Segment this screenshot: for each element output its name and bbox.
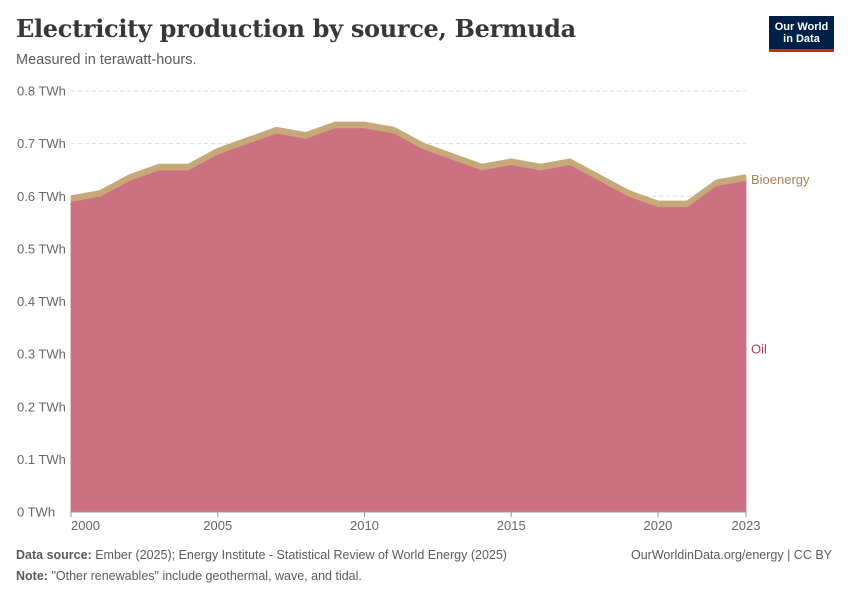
x-tick-label: 2000 [71, 518, 100, 533]
y-tick-label: 0.4 TWh [17, 294, 66, 309]
y-tick-label: 0.2 TWh [17, 399, 66, 414]
y-tick-label: 0.7 TWh [17, 136, 66, 151]
x-tick-label: 2020 [643, 518, 672, 533]
area-series-oil [70, 127, 747, 513]
x-tick-label: 2015 [497, 518, 526, 533]
data-source: Data source: Ember (2025); Energy Instit… [16, 548, 507, 562]
inline-legend: Oil Bioenergy [751, 172, 810, 357]
x-tick-label: 2010 [350, 518, 379, 533]
y-tick-label: 0.5 TWh [17, 241, 66, 256]
x-tick-label: 2023 [732, 518, 761, 533]
logo-line-2: in Data [783, 32, 820, 45]
data-source-text[interactable]: Ember (2025); Energy Institute - Statist… [95, 548, 507, 562]
axes: 0 TWh 0.1 TWh 0.2 TWh 0.3 TWh 0.4 TWh 0.5 TWh… [17, 84, 760, 534]
legend-label-bioenergy: Bioenergy [751, 172, 810, 187]
x-tick-label: 2005 [203, 518, 232, 533]
legend-label-oil: Oil [751, 341, 767, 356]
chart-title: Electricity production by source, Bermud… [16, 14, 576, 43]
area-top-edge-bioenergy [70, 121, 747, 205]
logo-line-1: Our World [774, 20, 829, 33]
y-tick-label: 0.3 TWh [17, 347, 66, 362]
y-tick-label: 0.1 TWh [17, 452, 66, 467]
stacked-areas [70, 121, 747, 513]
note-text: "Other renewables" include geothermal, w… [51, 569, 362, 583]
data-source-label: Data source: [16, 548, 92, 562]
y-tick-label: 0.6 TWh [17, 189, 66, 204]
chart-note: Note: "Other renewables" include geother… [16, 569, 362, 583]
y-tick-label: 0.8 TWh [17, 84, 66, 99]
chart-subtitle: Measured in terawatt-hours. [16, 52, 197, 68]
owid-url[interactable]: OurWorldinData.org/energy | CC BY [630, 548, 832, 562]
owid-logo[interactable]: Our World in Data [769, 16, 834, 52]
y-tick-label: 0 TWh [17, 505, 55, 520]
note-label: Note: [16, 569, 48, 583]
